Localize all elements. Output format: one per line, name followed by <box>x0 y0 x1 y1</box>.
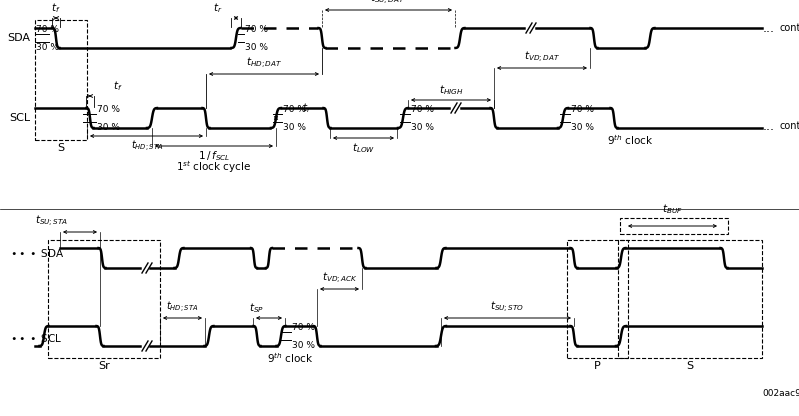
Text: $t_f$: $t_f$ <box>51 1 61 15</box>
Bar <box>618 240 762 358</box>
Text: $t_{HIGH}$: $t_{HIGH}$ <box>439 83 463 97</box>
Text: $t_{VD;ACK}$: $t_{VD;ACK}$ <box>322 271 358 286</box>
Text: $t_{HD;STA}$: $t_{HD;STA}$ <box>165 300 198 315</box>
Text: $t_{HD;STA}$: $t_{HD;STA}$ <box>131 139 163 154</box>
Text: S: S <box>58 143 65 153</box>
Text: cont.: cont. <box>780 23 799 33</box>
Text: 70 %: 70 % <box>411 104 434 114</box>
Text: $t_{SP}$: $t_{SP}$ <box>249 301 264 315</box>
Bar <box>35 20 87 140</box>
Text: $9^{th}$ clock: $9^{th}$ clock <box>267 351 313 365</box>
Text: $t_{VD;DAT}$: $t_{VD;DAT}$ <box>524 50 560 65</box>
Text: $t_{SU;STO}$: $t_{SU;STO}$ <box>490 300 524 315</box>
Bar <box>620 218 728 234</box>
Text: 70 %: 70 % <box>36 25 59 34</box>
Text: $1\,/\,f_{SCL}$: $1\,/\,f_{SCL}$ <box>198 149 230 163</box>
Text: P: P <box>594 361 601 371</box>
Text: $t_{SU;DAT}$: $t_{SU;DAT}$ <box>371 0 406 7</box>
Text: $t_{LOW}$: $t_{LOW}$ <box>352 141 376 155</box>
Text: 30 %: 30 % <box>571 122 594 131</box>
Text: 70 %: 70 % <box>571 104 594 114</box>
Text: 002aac938: 002aac938 <box>762 389 799 398</box>
Text: cont.: cont. <box>780 121 799 131</box>
Text: ...: ... <box>763 119 775 133</box>
Text: Sr: Sr <box>98 361 110 371</box>
Text: 30 %: 30 % <box>245 42 268 52</box>
Text: $\bullet\bullet\bullet$ SDA: $\bullet\bullet\bullet$ SDA <box>10 247 65 259</box>
Text: 30 %: 30 % <box>36 42 59 52</box>
Bar <box>48 240 160 358</box>
Text: 70 %: 70 % <box>292 322 315 332</box>
Text: SDA: SDA <box>7 33 30 43</box>
Text: 30 %: 30 % <box>411 122 434 131</box>
Text: 70 %: 70 % <box>283 104 306 114</box>
Text: $t_{BUF}$: $t_{BUF}$ <box>662 202 682 216</box>
Text: $9^{th}$ clock: $9^{th}$ clock <box>606 133 654 147</box>
Bar <box>567 240 628 358</box>
Text: SCL: SCL <box>9 113 30 123</box>
Text: 70 %: 70 % <box>97 104 120 114</box>
Text: 70 %: 70 % <box>245 25 268 34</box>
Text: $t_{SU;STA}$: $t_{SU;STA}$ <box>35 214 69 229</box>
Text: $t_r$: $t_r$ <box>213 1 223 15</box>
Text: ...: ... <box>763 22 775 35</box>
Text: $t_{HD;DAT}$: $t_{HD;DAT}$ <box>246 56 282 71</box>
Text: 30 %: 30 % <box>292 341 315 349</box>
Text: 30 %: 30 % <box>283 122 306 131</box>
Text: S: S <box>686 361 694 371</box>
Text: 30 %: 30 % <box>97 122 120 131</box>
Text: $t_r$: $t_r$ <box>302 101 312 115</box>
Text: $t_f$: $t_f$ <box>113 79 123 93</box>
Text: $\bullet\bullet\bullet$ SCL: $\bullet\bullet\bullet$ SCL <box>10 332 62 344</box>
Text: $1^{st}$ clock cycle: $1^{st}$ clock cycle <box>177 159 252 175</box>
